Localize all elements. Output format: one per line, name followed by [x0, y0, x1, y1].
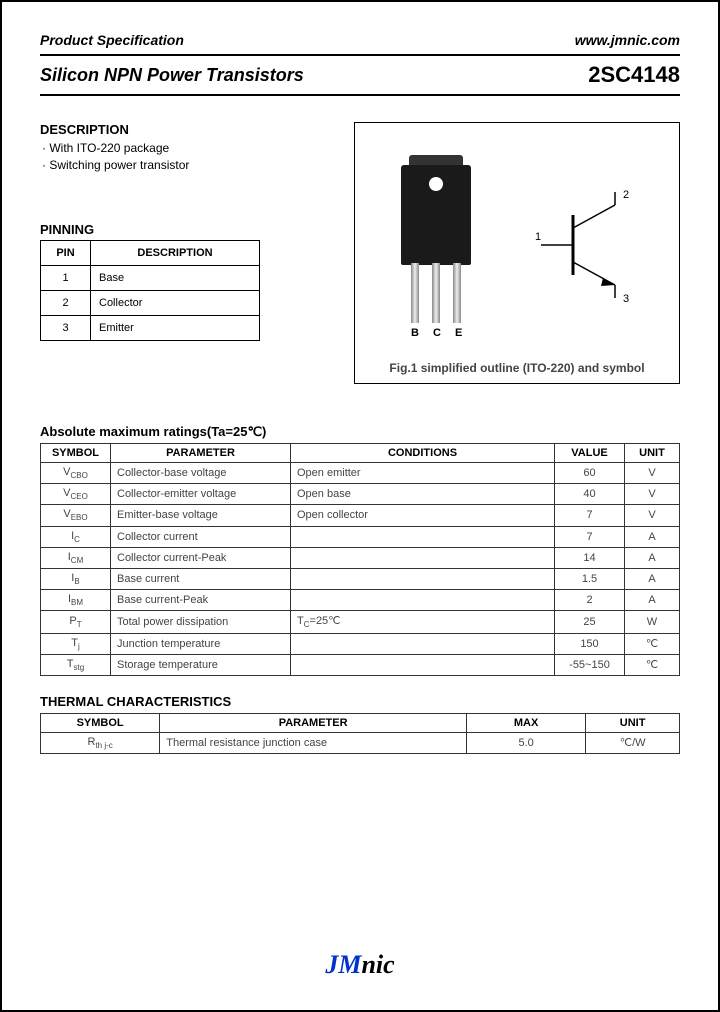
table-row: Rth j-c Thermal resistance junction case… — [41, 732, 680, 753]
table-row: 1Base — [41, 266, 260, 291]
header-right: www.jmnic.com — [575, 32, 680, 48]
header-left: Product Specification — [40, 32, 184, 48]
pinning-col-desc: DESCRIPTION — [91, 241, 260, 266]
pinning-heading: PINNING — [40, 222, 336, 237]
table-row: ICMCollector current-Peak14A — [41, 547, 680, 568]
description-item: · With ITO-220 package — [42, 141, 336, 155]
lead-label-e: E — [455, 327, 462, 339]
part-number: 2SC4148 — [588, 62, 680, 88]
thermal-heading: THERMAL CHARACTERISTICS — [40, 694, 680, 709]
description-item: · Switching power transistor — [42, 158, 336, 172]
title-bar: Silicon NPN Power Transistors 2SC4148 — [40, 54, 680, 96]
table-row: TjJunction temperature150℃ — [41, 633, 680, 654]
lead-label-c: C — [433, 327, 441, 339]
product-family: Silicon NPN Power Transistors — [40, 65, 304, 86]
table-row: VEBOEmitter-base voltageOpen collector7V — [41, 505, 680, 526]
page-header: Product Specification www.jmnic.com — [40, 32, 680, 48]
logo-nic: nic — [361, 950, 394, 979]
svg-text:2: 2 — [623, 189, 629, 201]
footer-logo: JMnic — [2, 950, 718, 980]
table-row: PTTotal power dissipationTC=25℃25W — [41, 611, 680, 633]
figure-box: B C E 2 1 3 Fig.1 simplified outl — [354, 122, 680, 384]
table-row: VCBOCollector-base voltageOpen emitter60… — [41, 463, 680, 484]
table-row: VCEOCollector-emitter voltageOpen base40… — [41, 484, 680, 505]
ratings-heading: Absolute maximum ratings(Ta=25℃) — [40, 424, 680, 440]
description-list: · With ITO-220 package · Switching power… — [42, 141, 336, 172]
svg-text:3: 3 — [623, 293, 629, 305]
pinning-col-pin: PIN — [41, 241, 91, 266]
table-row: TstgStorage temperature-55~150℃ — [41, 654, 680, 675]
transistor-symbol: 2 1 3 — [533, 180, 643, 310]
svg-text:1: 1 — [535, 231, 541, 243]
pinning-table: PIN DESCRIPTION 1Base 2Collector 3Emitte… — [40, 240, 260, 341]
table-row: 3Emitter — [41, 316, 260, 341]
table-row: 2Collector — [41, 291, 260, 316]
lead-label-b: B — [411, 327, 419, 339]
table-row: IBBase current1.5A — [41, 568, 680, 589]
table-row: ICCollector current7A — [41, 526, 680, 547]
ratings-table: SYMBOL PARAMETER CONDITIONS VALUE UNIT V… — [40, 443, 680, 676]
package-outline: B C E — [391, 155, 481, 335]
description-heading: DESCRIPTION — [40, 122, 336, 137]
table-row: IBMBase current-Peak2A — [41, 590, 680, 611]
logo-jm: JM — [325, 950, 361, 979]
thermal-table: SYMBOL PARAMETER MAX UNIT Rth j-c Therma… — [40, 713, 680, 754]
figure-caption: Fig.1 simplified outline (ITO-220) and s… — [365, 361, 669, 375]
